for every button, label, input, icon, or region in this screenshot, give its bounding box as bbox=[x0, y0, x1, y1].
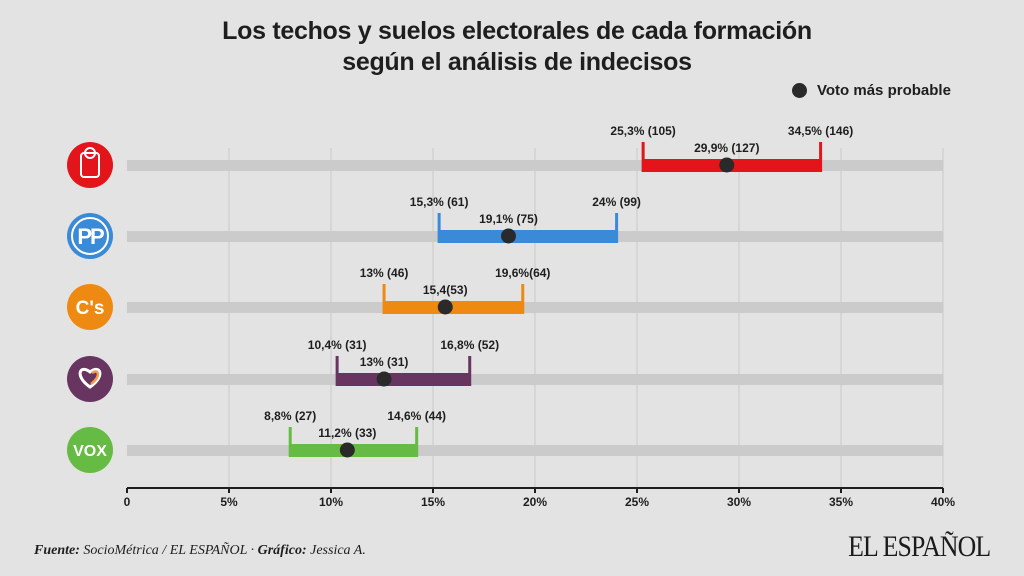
source-label: Fuente: bbox=[34, 543, 80, 558]
track-ciudadanos bbox=[127, 302, 943, 313]
x-tick-label-5: 5% bbox=[220, 495, 238, 509]
range-min-cap-psoe bbox=[641, 142, 645, 172]
min-label-ciudadanos: 13% (46) bbox=[360, 266, 409, 280]
heart-accent bbox=[90, 370, 100, 386]
legend-dot-icon bbox=[792, 82, 807, 98]
range-max-cap-unidas-podemos bbox=[468, 356, 472, 386]
pp-ring bbox=[71, 217, 109, 255]
range-max-cap-vox bbox=[415, 427, 419, 457]
max-label-psoe: 34,5% (146) bbox=[788, 124, 853, 138]
rose-fist-icon bbox=[67, 142, 113, 188]
likely-label-vox: 11,2% (33) bbox=[318, 426, 376, 440]
x-tick-label-20: 20% bbox=[523, 495, 547, 509]
series-unidas-podemos: 10,4% (31) 16,8% (52) 13% (31) bbox=[308, 338, 499, 387]
logo-layer: PP C's VOX bbox=[67, 142, 113, 473]
rose-shape bbox=[84, 147, 96, 159]
range-bar-pp bbox=[439, 230, 617, 243]
likely-label-psoe: 29,9% (127) bbox=[694, 141, 759, 155]
legend: Voto más probable bbox=[792, 80, 951, 100]
cs-logo-text: C's bbox=[76, 298, 105, 319]
footer-separator: · bbox=[250, 543, 255, 558]
range-bar-unidas-podemos bbox=[337, 373, 470, 386]
range-max-cap-psoe bbox=[819, 142, 823, 172]
source-text: SocioMétrica / EL ESPAÑOL bbox=[83, 543, 248, 558]
range-min-cap-unidas-podemos bbox=[335, 356, 339, 386]
logo-circle-psoe bbox=[67, 142, 113, 188]
pp-logo-icon: PP bbox=[67, 213, 113, 259]
fist-shape bbox=[80, 152, 100, 178]
range-min-cap-ciudadanos bbox=[382, 284, 386, 314]
range-min-cap-pp bbox=[437, 213, 441, 243]
title-line-1: Los techos y suelos electorales de cada … bbox=[222, 17, 812, 45]
series-ciudadanos: 13% (46) 19,6%(64) 15,4(53) bbox=[360, 266, 550, 315]
max-label-unidas-podemos: 16,8% (52) bbox=[440, 338, 499, 352]
series-psoe: 25,3% (105) 34,5% (146) 29,9% (127) bbox=[610, 124, 853, 173]
series-pp: 15,3% (61) 24% (99) 19,1% (75) bbox=[410, 195, 641, 244]
logo-circle-vox bbox=[67, 427, 113, 473]
title-line-2: según el análisis de indecisos bbox=[342, 48, 692, 76]
logo-circle-pp bbox=[67, 213, 113, 259]
likely-label-unidas-podemos: 13% (31) bbox=[360, 355, 409, 369]
range-max-cap-pp bbox=[615, 213, 619, 243]
graphic-label: Gráfico: bbox=[257, 543, 307, 558]
x-axis: 0 5% 10% 15% 20% 25% 30% 35% 40% bbox=[124, 487, 955, 509]
logo-circle-ciudadanos bbox=[67, 284, 113, 330]
heart-logo-icon bbox=[67, 356, 113, 402]
likely-dot-unidas-podemos bbox=[376, 371, 392, 387]
likely-dot-pp bbox=[500, 228, 516, 244]
chart-title: Los techos y suelos electorales de cada … bbox=[0, 16, 1024, 78]
vox-logo-icon: VOX bbox=[67, 427, 113, 473]
x-tick-label-40: 40% bbox=[931, 495, 955, 509]
x-tick-label-30: 30% bbox=[727, 495, 751, 509]
cs-logo-icon: C's bbox=[67, 284, 113, 330]
graphic-text: Jessica A. bbox=[310, 543, 366, 558]
min-label-psoe: 25,3% (105) bbox=[610, 124, 675, 138]
max-label-ciudadanos: 19,6%(64) bbox=[495, 266, 550, 280]
likely-label-pp: 19,1% (75) bbox=[479, 212, 538, 226]
grid-layer bbox=[228, 148, 944, 488]
x-tick-label-15: 15% bbox=[421, 495, 445, 509]
likely-label-ciudadanos: 15,4(53) bbox=[423, 283, 468, 297]
likely-dot-psoe bbox=[719, 157, 735, 173]
min-label-vox: 8,8% (27) bbox=[264, 409, 316, 423]
min-label-pp: 15,3% (61) bbox=[410, 195, 469, 209]
series-layer: 25,3% (105) 34,5% (146) 29,9% (127) 15,3% (… bbox=[264, 124, 853, 458]
range-min-cap-vox bbox=[288, 427, 292, 457]
vox-logo-text: VOX bbox=[73, 443, 107, 460]
track-unidas-podemos bbox=[127, 374, 943, 385]
track-psoe bbox=[127, 160, 943, 171]
min-label-unidas-podemos: 10,4% (31) bbox=[308, 338, 367, 352]
max-label-pp: 24% (99) bbox=[592, 195, 641, 209]
x-tick-label-25: 25% bbox=[625, 495, 649, 509]
x-tick-label-35: 35% bbox=[829, 495, 853, 509]
series-vox: 8,8% (27) 14,6% (44) 11,2% (33) bbox=[264, 409, 446, 458]
pp-logo-text: PP bbox=[77, 224, 104, 249]
range-bar-ciudadanos bbox=[384, 301, 523, 314]
likely-dot-vox bbox=[339, 442, 355, 458]
range-max-cap-ciudadanos bbox=[521, 284, 525, 314]
logo-circle-unidas-podemos bbox=[67, 356, 113, 402]
max-label-vox: 14,6% (44) bbox=[387, 409, 446, 423]
brand-logo: EL ESPAÑOL bbox=[847, 530, 991, 563]
likely-dot-ciudadanos bbox=[437, 299, 453, 315]
x-tick-label-0: 0 bbox=[124, 495, 131, 509]
x-tick-label-10: 10% bbox=[319, 495, 343, 509]
heart-shape bbox=[78, 367, 102, 389]
track-vox bbox=[127, 445, 943, 456]
legend-label: Voto más probable bbox=[817, 81, 951, 99]
footer-credits: Fuente: SocioMétrica / EL ESPAÑOL · Gráf… bbox=[34, 543, 366, 559]
